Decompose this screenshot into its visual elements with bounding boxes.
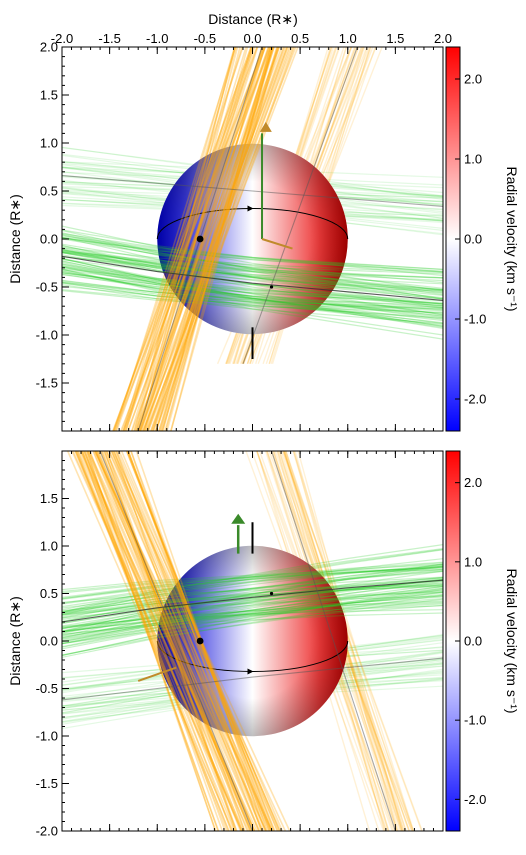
track-point (269, 285, 274, 289)
panel-bottom: 1.5 1.0 0.5 0.0 -0.5 -1.0 -1.5 -2.0 Distance (R∗… (7, 450, 520, 839)
star-shading (157, 143, 348, 335)
y-tick-label: 0.0 (40, 232, 58, 247)
equator-arrow (247, 205, 254, 212)
x-tick-label: 1.0 (339, 31, 357, 46)
colorbar-tick-label: -1.0 (464, 713, 486, 728)
orbit-track (62, 175, 443, 207)
panel-top: -2.0 -1.5 -1.0 -0.5 0.0 0.5 1.0 1.5 2.0 2.0 1.5 1.0… (7, 31, 520, 432)
orbit-track (242, 47, 358, 364)
sky-projected-point (196, 235, 204, 243)
colorbar-tick-label: -2.0 (464, 392, 486, 407)
colorbar-tick-label: 1.0 (464, 554, 482, 569)
y-tick-label: 1.5 (40, 491, 58, 506)
x-tick-label: -2.0 (51, 31, 73, 46)
y-axis-label: Distance (R∗) (7, 596, 23, 686)
colorbar-tick-label: 2.0 (464, 475, 482, 490)
y-tick-label: 1.0 (40, 136, 58, 151)
track-point (269, 591, 274, 596)
equator-arrow (247, 668, 254, 675)
colorbar-label: Radial velocity (km s⁻¹) (504, 568, 520, 713)
x-tick-label: 1.5 (386, 31, 404, 46)
y-tick-label: 0.5 (40, 586, 58, 601)
orange-normal-arrow (261, 238, 293, 250)
x-tick-label: -1.0 (146, 31, 168, 46)
colorbar-tick-label: 2.0 (464, 72, 482, 87)
orbit-track (62, 255, 443, 301)
x-tick-label: 2.0 (434, 31, 452, 46)
y-tick-label: -0.5 (36, 280, 58, 295)
sky-projected-point (196, 637, 204, 645)
y-tick-label: -1.5 (36, 776, 58, 791)
orbit-track (62, 657, 443, 701)
y-tick-label: -2.0 (36, 824, 58, 839)
x-tick-label: -1.5 (98, 31, 120, 46)
colorbar-tick-label: 0.0 (464, 634, 482, 649)
y-tick-label: 2.0 (40, 40, 58, 55)
colorbar-tick-label: -2.0 (464, 792, 486, 807)
y-tick-label: 1.0 (40, 539, 58, 554)
y-tick-label: 1.5 (40, 88, 58, 103)
y-tick-label: -1.0 (36, 328, 58, 343)
y-tick-label: -1.0 (36, 729, 58, 744)
star-shading (157, 545, 348, 737)
colorbar-label: Radial velocity (km s⁻¹) (504, 166, 520, 311)
y-tick-label: -0.5 (36, 681, 58, 696)
top-axis-title: Distance (R∗) (208, 11, 298, 27)
y-tick-label: 0.5 (40, 184, 58, 199)
colorbar-tick-label: 0.0 (464, 232, 482, 247)
plot-content (62, 47, 443, 431)
arrowhead-icon (231, 513, 246, 524)
x-tick-label: 0.0 (243, 31, 261, 46)
green-band-main (62, 544, 443, 658)
arrowhead-icon (259, 121, 272, 132)
orange-band-main (112, 47, 299, 431)
y-tick-label: -1.5 (36, 376, 58, 391)
colorbar-tick-label: -1.0 (464, 312, 486, 327)
orbit-track (62, 579, 443, 623)
x-tick-label: -0.5 (194, 31, 216, 46)
y-tick-label: 0.0 (40, 634, 58, 649)
colorbar-tick-label: 1.0 (464, 152, 482, 167)
orbit-track (271, 451, 396, 831)
x-tick-label: 0.5 (291, 31, 309, 46)
y-axis-label: Distance (R∗) (7, 194, 23, 284)
orange-normal-arrow (137, 666, 177, 682)
orbit-track (99, 451, 254, 831)
plot-content (62, 451, 443, 831)
